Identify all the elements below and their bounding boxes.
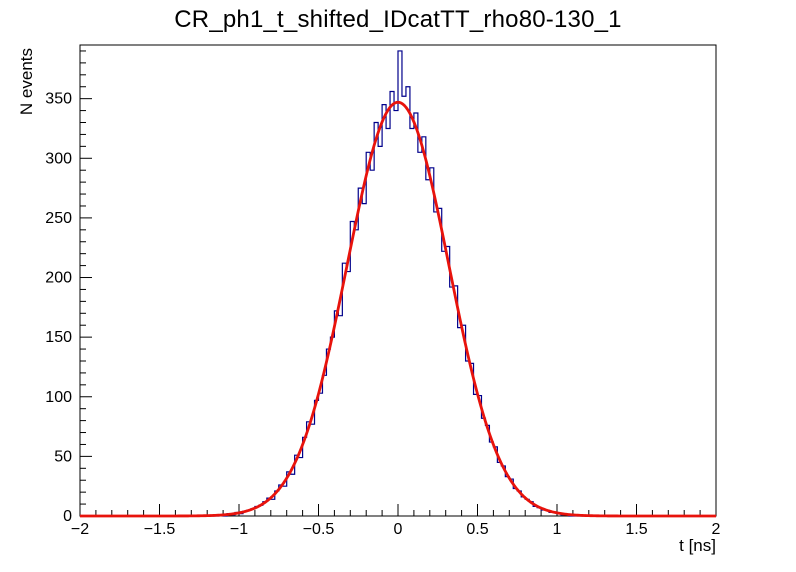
x-tick-label: −1 (230, 521, 248, 538)
y-axis-label: N events (17, 48, 36, 115)
x-tick-label: 2 (712, 521, 721, 538)
y-tick-label: 250 (45, 210, 72, 227)
histogram-line (80, 50, 716, 517)
y-tick-label: 200 (45, 270, 72, 287)
x-tick-label: −0.5 (303, 521, 335, 538)
x-tick-label: 1 (553, 521, 562, 538)
x-axis-tick-labels: −2 −1.5 −1 −0.5 0 0.5 1 1.5 2 (71, 521, 721, 538)
x-axis-label: t [ns] (679, 536, 716, 555)
x-tick-label: 0 (394, 521, 403, 538)
plot-title: CR_ph1_t_shifted_IDcatTT_rho80-130_1 (174, 6, 622, 33)
y-tick-label: 50 (54, 448, 72, 465)
y-tick-label: 150 (45, 329, 72, 346)
y-axis-tick-labels: 0 50 100 150 200 250 300 350 (45, 91, 72, 525)
fit-curve (80, 100, 716, 518)
y-tick-label: 0 (63, 508, 72, 525)
x-tick-label: −2 (71, 521, 89, 538)
y-tick-label: 300 (45, 150, 72, 167)
y-tick-label: 100 (45, 389, 72, 406)
x-tick-label: 1.5 (625, 521, 647, 538)
x-tick-label: −1.5 (144, 521, 176, 538)
x-tick-label: 0.5 (466, 521, 488, 538)
y-axis-ticks (80, 50, 92, 517)
plot-frame (79, 44, 717, 517)
y-tick-label: 350 (45, 91, 72, 108)
x-axis-ticks (79, 504, 717, 516)
